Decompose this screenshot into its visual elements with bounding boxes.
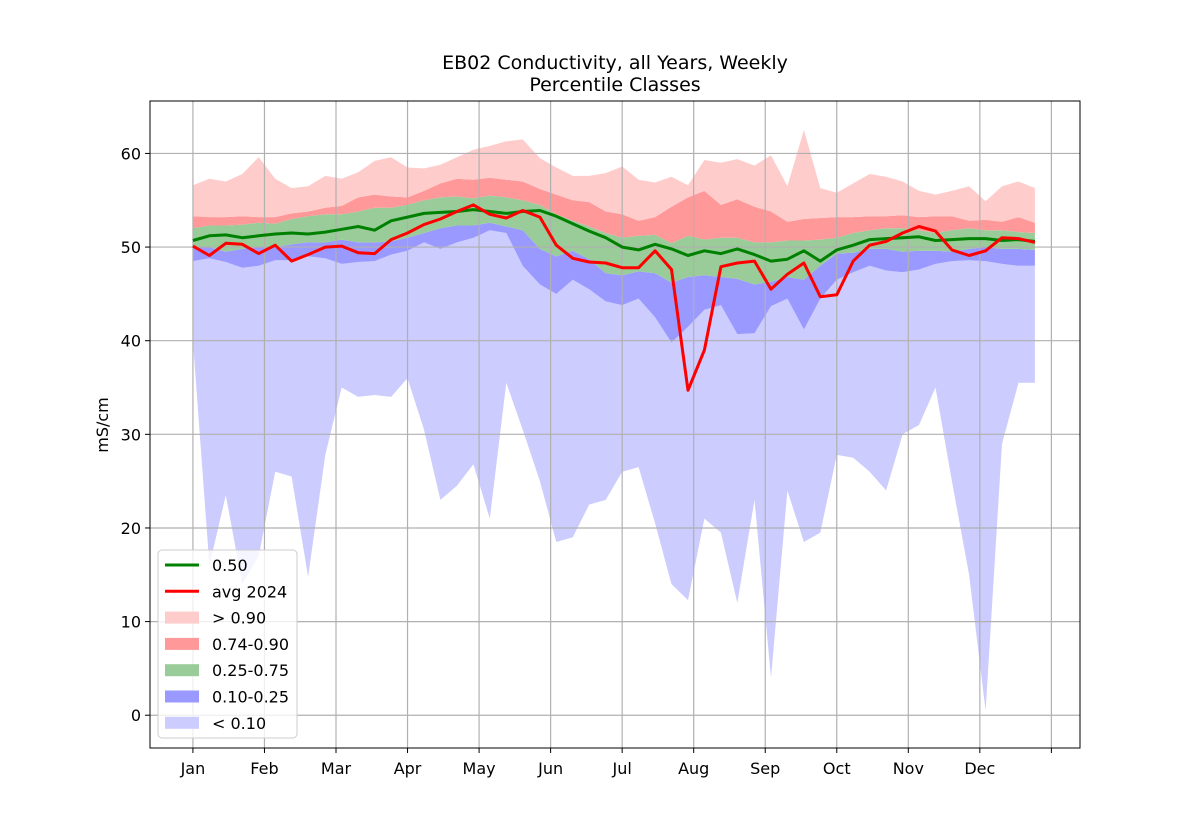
x-axis: Jan Feb Mar Apr May Jun Jul Aug Sep Oct Nov Dec	[180, 748, 1052, 778]
band-10-25	[192, 222, 1035, 343]
x-tick-label: Jun	[537, 759, 563, 778]
legend-swatch-band_10_25	[165, 690, 199, 703]
y-tick-label: 20	[121, 519, 141, 538]
band-74-90	[192, 177, 1035, 244]
chart-subtitle: Percentile Classes	[529, 74, 700, 96]
legend-swatch-band_lt10	[165, 716, 199, 729]
x-tick-label: Apr	[394, 759, 422, 778]
legend-label: 0.50	[212, 556, 248, 575]
avg-2024-line	[192, 203, 1036, 392]
legend-label: 0.25-0.75	[212, 661, 289, 680]
legend-label: 0.74-0.90	[212, 635, 289, 654]
legend-label: avg 2024	[212, 582, 287, 601]
y-tick-label: 50	[121, 238, 141, 257]
y-tick-label: 30	[121, 425, 141, 444]
x-tick-label: Feb	[250, 759, 278, 778]
x-tick-label: Dec	[964, 759, 995, 778]
grid-lines	[150, 101, 1080, 748]
legend: 0.50 avg 2024 > 0.90 0.74-0.90 0.25-0.75 0.10…	[157, 549, 298, 739]
legend-label: < 0.10	[212, 714, 266, 733]
plot-frame	[149, 100, 1081, 749]
y-axis: 0 10 20 30 40 50 60	[121, 144, 150, 725]
x-tick-label: Nov	[893, 759, 924, 778]
band-lt10	[192, 230, 1035, 711]
legend-label: 0.10-0.25	[212, 688, 289, 707]
y-tick-label: 0	[131, 706, 141, 725]
y-tick-label: 40	[121, 332, 141, 351]
x-tick-label: Mar	[321, 759, 352, 778]
chart-title: EB02 Conductivity, all Years, Weekly	[442, 52, 788, 74]
x-tick-label: Oct	[823, 759, 851, 778]
y-tick-label: 10	[121, 613, 141, 632]
legend-swatch-band_25_75	[165, 664, 199, 677]
y-tick-label: 60	[121, 144, 141, 163]
x-tick-label: Aug	[678, 759, 709, 778]
x-tick-label: Jan	[180, 759, 206, 778]
percentile-bands	[192, 130, 1035, 711]
x-tick-label: Sep	[750, 759, 780, 778]
series-lines	[192, 203, 1036, 392]
legend-swatch-band_gt90	[165, 611, 199, 624]
x-tick-label: Jul	[611, 759, 631, 778]
y-axis-label: mS/cm	[93, 397, 112, 453]
x-tick-label: May	[463, 759, 496, 778]
legend-swatch-band_74_90	[165, 637, 199, 650]
band-gt90	[192, 130, 1035, 223]
legend-label: > 0.90	[212, 609, 266, 628]
